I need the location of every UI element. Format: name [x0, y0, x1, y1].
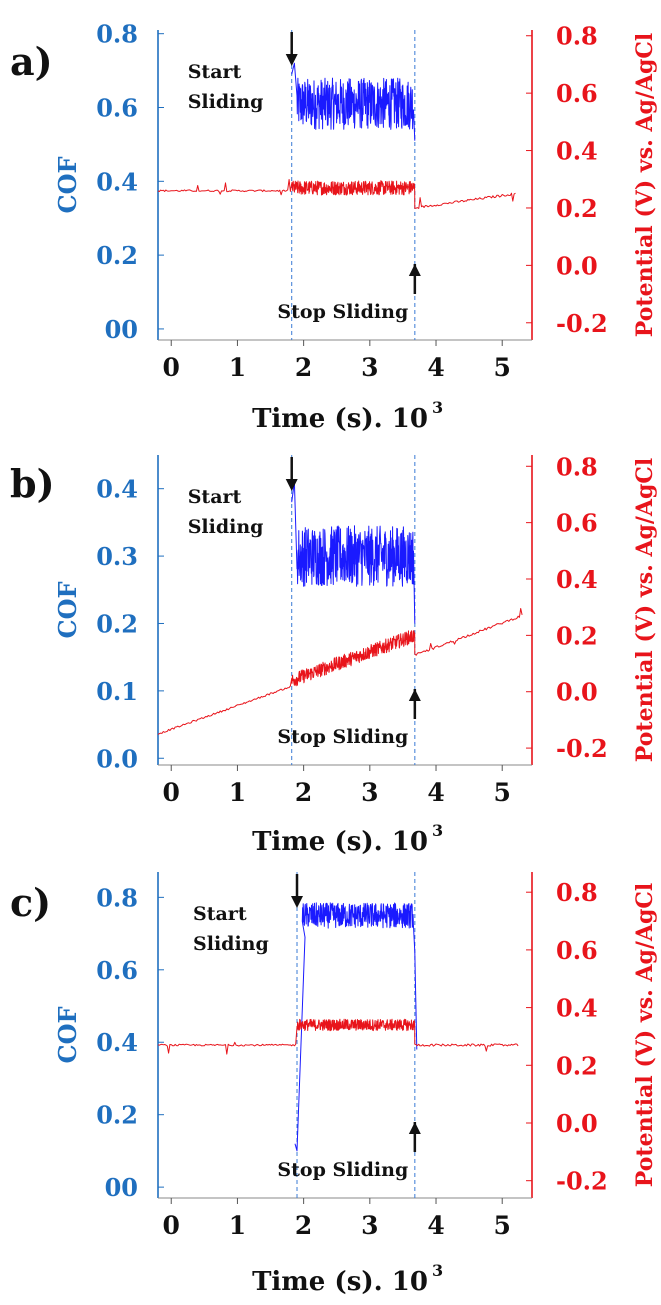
y-right-tick-label: 0.2 — [556, 621, 598, 650]
stop-arrow-head — [408, 1122, 421, 1134]
y-left-tick-label: 0.4 — [96, 1028, 138, 1057]
start-annotation-line2: Sliding — [188, 91, 264, 113]
x-axis-label: Time (s). 10 — [252, 404, 428, 434]
stop-annotation: Stop Sliding — [277, 726, 408, 748]
y-left-tick-label: 0.2 — [96, 241, 138, 270]
panel-label: c) — [10, 880, 51, 925]
stop-annotation: Stop Sliding — [277, 1159, 408, 1181]
panel-label: a) — [10, 39, 53, 84]
y-left-tick-label: 0.6 — [96, 956, 138, 985]
start-annotation-line1: Start — [193, 903, 247, 925]
potential-series-line — [157, 608, 523, 735]
start-annotation-line2: Sliding — [193, 933, 269, 955]
y-right-tick-label: -0.2 — [556, 1167, 608, 1196]
y-left-tick-label: 00 — [105, 1173, 138, 1202]
x-tick-label: 0 — [163, 1211, 180, 1240]
y-right-tick-label: 0.2 — [556, 194, 598, 223]
start-arrow-head — [291, 896, 304, 908]
x-tick-label: 1 — [229, 778, 246, 807]
cof-series-line — [294, 902, 418, 1152]
y-right-tick-label: 0.4 — [556, 137, 598, 166]
y-right-tick-label: 0.8 — [556, 452, 598, 481]
x-tick-label: 2 — [295, 353, 312, 382]
y-right-tick-label: 0.4 — [556, 565, 598, 594]
y-left-axis-label: COF — [53, 156, 82, 213]
panel-c: c) 0 1 2 3 4 5 00 0.2 0.4 0.6 0.8 -0.2 0.0 0.2 0.4 0.6 0.… — [10, 872, 658, 1297]
x-tick-label: 1 — [229, 353, 246, 382]
y-right-tick-label: 0.0 — [556, 678, 598, 707]
panel-label: b) — [10, 461, 55, 506]
y-right-tick-label: 0.8 — [556, 22, 598, 51]
start-arrow-head — [285, 54, 298, 66]
y-left-tick-label: 0.4 — [96, 167, 138, 196]
y-left-tick-label: 0.8 — [96, 883, 138, 912]
y-right-tick-label: 0.6 — [556, 936, 598, 965]
y-left-tick-label: 0.8 — [96, 20, 138, 49]
y-right-tick-label: 0.0 — [556, 1109, 598, 1138]
y-right-tick-label: 0.0 — [556, 251, 598, 280]
y-right-tick-label: 0.8 — [556, 878, 598, 907]
y-left-tick-label: 00 — [105, 315, 138, 344]
x-tick-label: 2 — [295, 1211, 312, 1240]
x-tick-label: 0 — [163, 778, 180, 807]
start-annotation-line1: Start — [188, 486, 242, 508]
x-tick-label: 3 — [361, 353, 378, 382]
y-right-tick-label: 0.4 — [556, 994, 598, 1023]
start-arrow-head — [285, 479, 298, 491]
x-axis-label-superscript: 3 — [432, 1261, 443, 1280]
start-annotation-line1: Start — [188, 61, 242, 83]
x-tick-label: 1 — [229, 1211, 246, 1240]
x-tick-label: 4 — [427, 1211, 444, 1240]
x-axis-label: Time (s). 10 — [252, 827, 428, 857]
x-tick-label: 3 — [361, 778, 378, 807]
y-left-tick-label: 0.4 — [96, 475, 138, 504]
x-tick-label: 2 — [295, 778, 312, 807]
start-annotation-line2: Sliding — [188, 516, 264, 538]
x-axis-label: Time (s). 10 — [252, 1267, 428, 1297]
x-tick-label: 4 — [427, 778, 444, 807]
stop-arrow-head — [408, 264, 421, 276]
x-tick-label: 5 — [494, 778, 511, 807]
potential-series-line — [157, 1018, 519, 1055]
stop-arrow-head — [408, 689, 421, 701]
y-left-tick-label: 0.6 — [96, 94, 138, 123]
panel-b: b) 0 1 2 3 4 5 0.0 0.1 0.2 0.3 0.4 -0.2 0.0 0.2 0.4 0.6 0… — [10, 452, 658, 857]
stop-annotation: Stop Sliding — [277, 301, 408, 323]
x-tick-label: 5 — [494, 353, 511, 382]
y-left-tick-label: 0.0 — [96, 744, 138, 773]
y-right-tick-label: -0.2 — [556, 734, 608, 763]
potential-series-line — [157, 179, 516, 209]
panel-a: a) 0 1 2 3 4 5 00 0.2 0.4 0.6 0.8 -0.2 0.0 0.2 0.4 0.6 0.… — [10, 20, 658, 434]
cof-series-line — [291, 481, 416, 624]
y-right-tick-label: -0.2 — [556, 309, 608, 338]
x-axis-label-superscript: 3 — [432, 821, 443, 840]
y-left-tick-label: 0.2 — [96, 609, 138, 638]
y-right-tick-label: 0.6 — [556, 79, 598, 108]
x-axis-label-superscript: 3 — [432, 398, 443, 417]
y-left-tick-label: 0.3 — [96, 542, 138, 571]
x-tick-label: 4 — [427, 353, 444, 382]
cof-series-line — [291, 62, 416, 141]
y-right-tick-label: 0.6 — [556, 509, 598, 538]
y-right-axis-label: Potential (V) vs. Ag/AgCl — [632, 458, 658, 762]
y-left-axis-label: COF — [53, 581, 82, 638]
x-tick-label: 3 — [361, 1211, 378, 1240]
y-right-axis-label: Potential (V) vs. Ag/AgCl — [632, 883, 658, 1187]
x-tick-label: 0 — [163, 353, 180, 382]
y-right-tick-label: 0.2 — [556, 1051, 598, 1080]
x-tick-label: 5 — [494, 1211, 511, 1240]
y-left-axis-label: COF — [53, 1006, 82, 1063]
y-left-tick-label: 0.2 — [96, 1101, 138, 1130]
y-right-axis-label: Potential (V) vs. Ag/AgCl — [632, 33, 658, 337]
y-left-tick-label: 0.1 — [96, 677, 138, 706]
